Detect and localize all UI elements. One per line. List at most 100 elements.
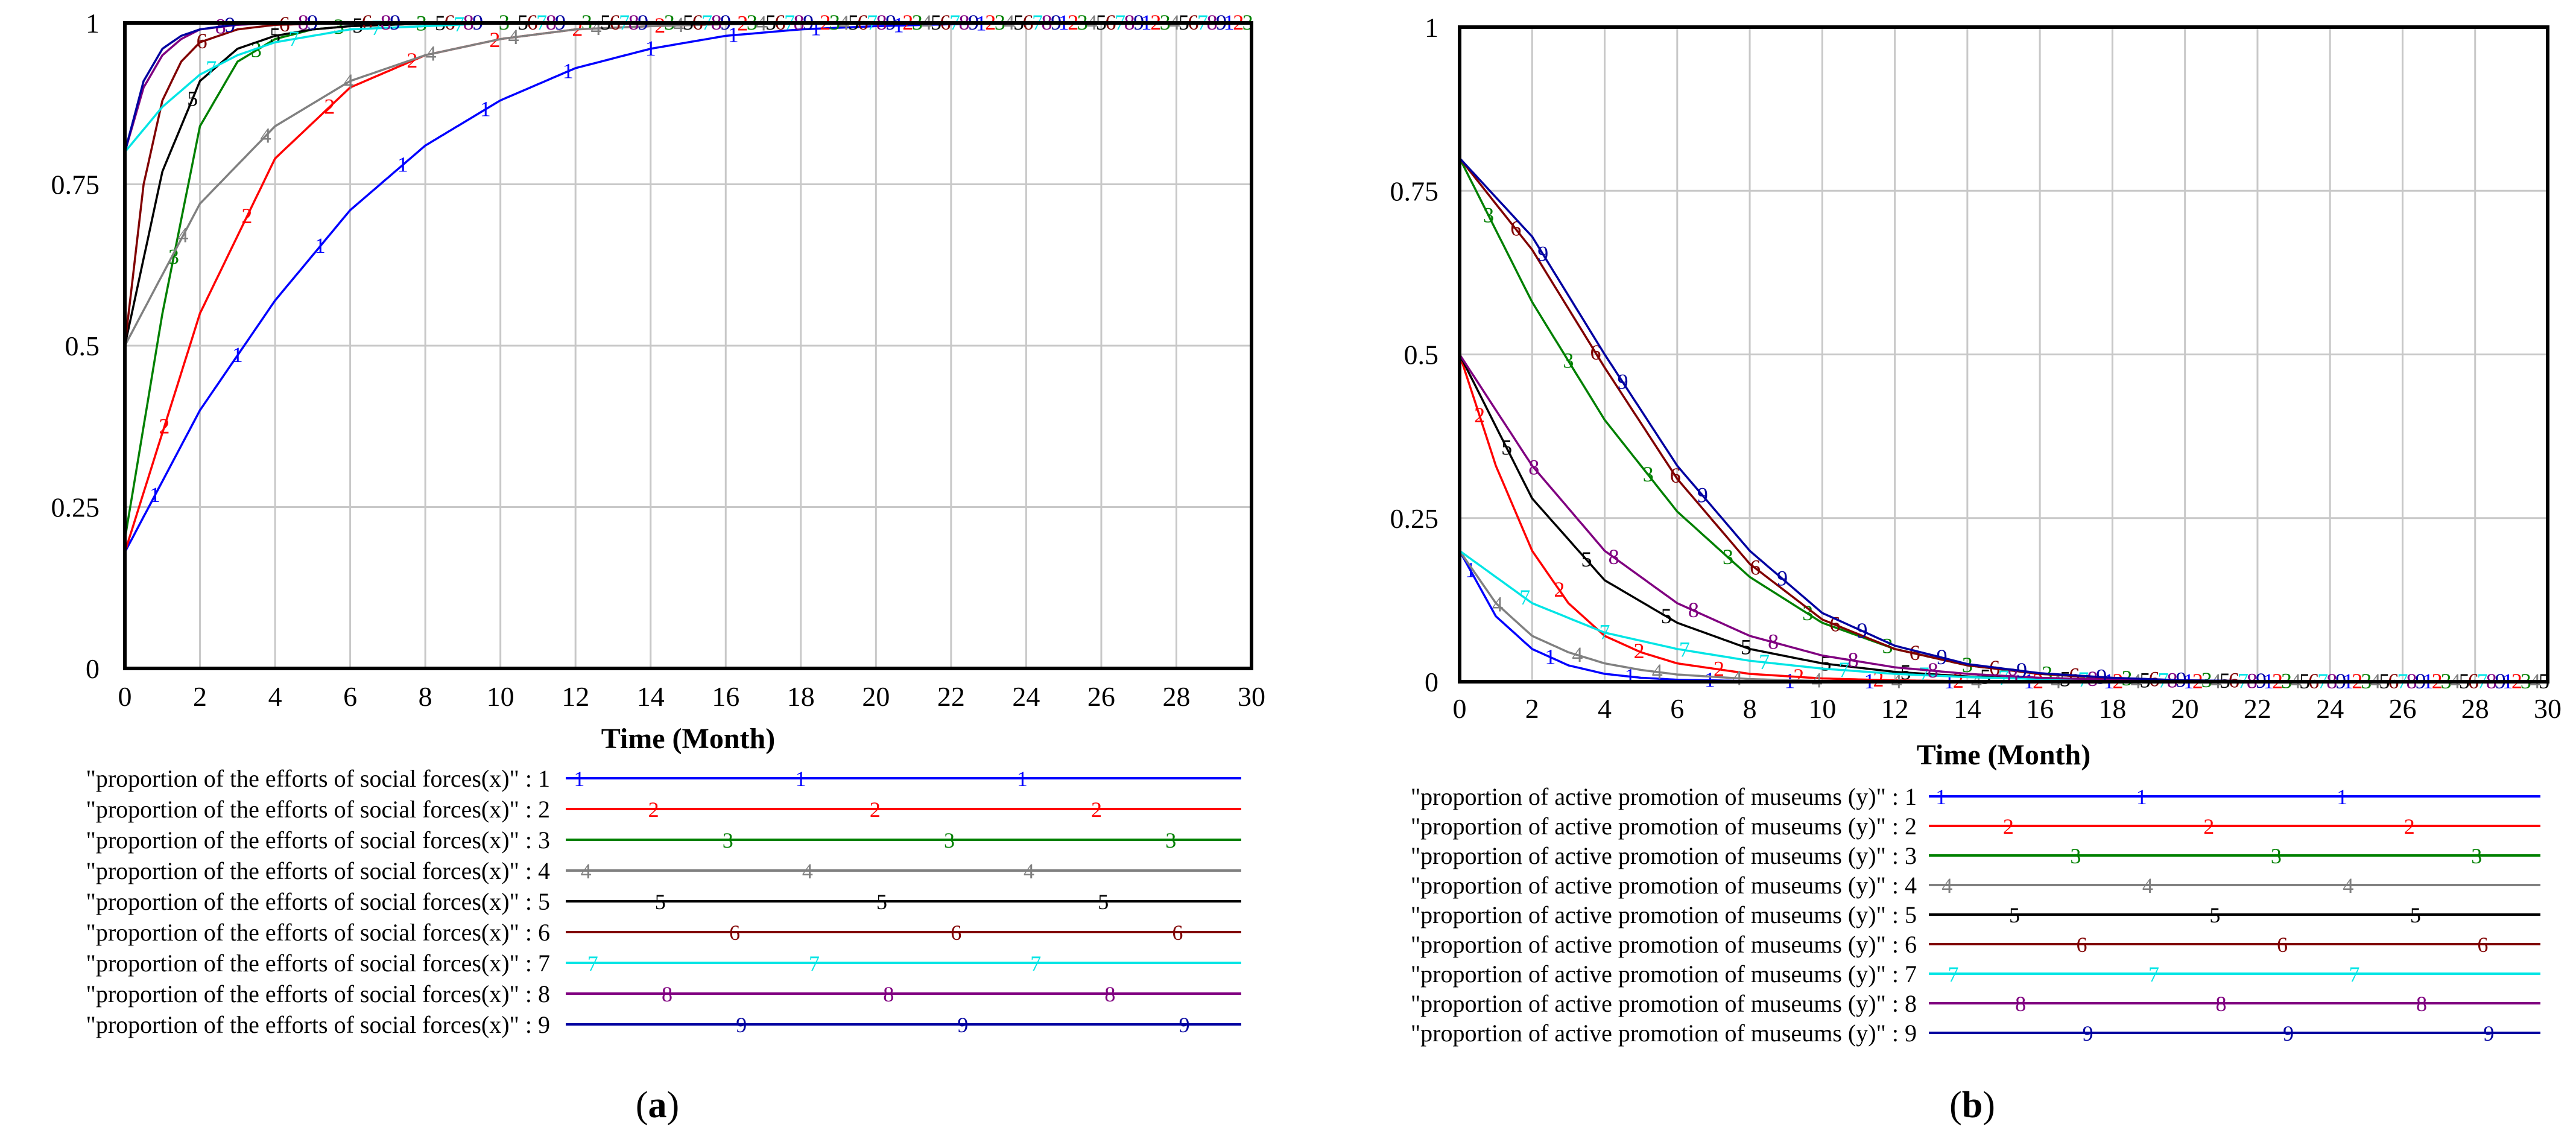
panel-b-paren-close: ) bbox=[1983, 1085, 1995, 1126]
series-marker-label-a-4: 4 bbox=[261, 123, 271, 147]
series-marker-label-b-9: 9 bbox=[2016, 658, 2027, 682]
x-tick-label-b: 20 bbox=[2171, 693, 2199, 724]
series-marker-label-b-9: 9 bbox=[1937, 645, 1948, 669]
series-marker-label-b-5: 5 bbox=[1661, 604, 1672, 628]
x-tick-label-b: 16 bbox=[2026, 693, 2054, 724]
series-marker-label-b-9: 9 bbox=[1777, 566, 1788, 590]
series-marker-label-a-1: 1 bbox=[150, 483, 160, 507]
panel-a-paren-open: ( bbox=[636, 1085, 648, 1126]
series-marker-label-b-2: 2 bbox=[1554, 577, 1565, 601]
x-tick-label-b: 10 bbox=[1808, 693, 1836, 724]
legend-marker-b-5: 5 bbox=[2410, 903, 2421, 927]
y-tick-label-a: 1 bbox=[86, 8, 100, 39]
series-marker-label-b-5: 5 bbox=[1501, 436, 1512, 460]
series-marker-label-b-9: 9 bbox=[2176, 668, 2187, 692]
series-marker-label-b-6: 6 bbox=[1670, 463, 1681, 487]
series-marker-label-a-1: 1 bbox=[563, 59, 574, 83]
series-marker-label-a-1: 1 bbox=[645, 36, 656, 60]
legend-marker-b-2: 2 bbox=[2203, 814, 2214, 839]
legend-marker-a-8: 8 bbox=[662, 982, 672, 1006]
legend-marker-a-4: 4 bbox=[581, 859, 592, 883]
legend-marker-b-8: 8 bbox=[2416, 992, 2427, 1016]
legend-entry-text-a-7: "proportion of the efforts of social for… bbox=[86, 950, 550, 977]
series-marker-label-b-3: 3 bbox=[1483, 203, 1494, 227]
legend-marker-b-7: 7 bbox=[1948, 962, 1959, 986]
legend-entry-text-b-2: "proportion of active promotion of museu… bbox=[1411, 813, 1917, 840]
x-tick-label-a: 0 bbox=[118, 681, 132, 712]
legend-marker-b-4: 4 bbox=[2142, 874, 2153, 898]
series-marker-label-b-2: 2 bbox=[1714, 657, 1724, 681]
series-marker-label-b-3: 3 bbox=[1643, 462, 1654, 486]
legend-marker-a-6: 6 bbox=[1172, 921, 1183, 945]
legend-marker-a-4: 4 bbox=[1024, 859, 1034, 883]
legend-marker-b-5: 5 bbox=[2009, 903, 2020, 927]
series-marker-label-a-1: 1 bbox=[232, 343, 243, 367]
x-tick-label-b: 22 bbox=[2244, 693, 2271, 724]
legend-marker-a-1: 1 bbox=[574, 767, 584, 791]
series-marker-label-b-8: 8 bbox=[1609, 545, 1619, 569]
x-tick-label-a: 8 bbox=[419, 681, 432, 712]
legend-marker-a-5: 5 bbox=[655, 890, 666, 914]
series-marker-label-b-9: 9 bbox=[1856, 618, 1867, 642]
legend-marker-a-3: 3 bbox=[1165, 828, 1176, 852]
series-marker-label-a-1: 1 bbox=[315, 233, 326, 258]
legend-marker-b-6: 6 bbox=[2477, 933, 2488, 957]
panel-b-letter: b bbox=[1962, 1085, 1983, 1126]
x-tick-label-a: 14 bbox=[637, 681, 665, 712]
legend-marker-b-2: 2 bbox=[2003, 814, 2014, 839]
legend-marker-a-9: 9 bbox=[736, 1013, 747, 1037]
x-tick-label-b: 24 bbox=[2316, 693, 2344, 724]
series-marker-label-b-7: 7 bbox=[1600, 620, 1610, 644]
legend-marker-a-8: 8 bbox=[1104, 982, 1115, 1006]
series-marker-label-b-9: 9 bbox=[1537, 241, 1548, 265]
x-tick-label-a: 22 bbox=[937, 681, 965, 712]
legend-marker-a-7: 7 bbox=[1030, 951, 1041, 976]
legend-marker-a-2: 2 bbox=[648, 798, 659, 822]
x-tick-label-b: 18 bbox=[2098, 693, 2126, 724]
legend-marker-b-1: 1 bbox=[1935, 785, 1946, 809]
legend-marker-b-6: 6 bbox=[2077, 933, 2087, 957]
legend-entry-text-a-9: "proportion of the efforts of social for… bbox=[86, 1011, 550, 1038]
series-marker-label-b-4: 4 bbox=[1492, 592, 1503, 617]
legend-marker-a-3: 3 bbox=[723, 828, 733, 852]
x-axis-label-a: Time (Month) bbox=[601, 723, 775, 755]
legend-marker-a-5: 5 bbox=[1098, 890, 1109, 914]
series-marker-label-b-2: 2 bbox=[1634, 639, 1645, 663]
series-marker-label-b-4: 4 bbox=[1572, 642, 1583, 667]
y-tick-label-b: 0.5 bbox=[1404, 340, 1439, 370]
legend-marker-a-5: 5 bbox=[876, 890, 887, 914]
x-tick-label-b: 6 bbox=[1670, 693, 1684, 724]
legend-entry-text-a-8: "proportion of the efforts of social for… bbox=[86, 980, 550, 1007]
legend-marker-a-4: 4 bbox=[802, 859, 813, 883]
x-tick-label-b: 2 bbox=[1525, 693, 1539, 724]
y-tick-label-b: 0 bbox=[1425, 667, 1438, 697]
legend-marker-b-7: 7 bbox=[2349, 962, 2359, 986]
series-marker-label-b-4: 4 bbox=[1652, 659, 1663, 684]
legend-entry-text-b-7: "proportion of active promotion of museu… bbox=[1411, 960, 1917, 988]
legend-marker-b-9: 9 bbox=[2484, 1021, 2495, 1045]
y-tick-label-b: 0.25 bbox=[1390, 503, 1439, 534]
x-tick-label-b: 4 bbox=[1598, 693, 1612, 724]
x-tick-label-b: 12 bbox=[1881, 693, 1909, 724]
legend-marker-a-6: 6 bbox=[951, 921, 961, 945]
y-tick-label-b: 0.75 bbox=[1390, 176, 1439, 206]
panel-a-label: (a) bbox=[636, 1085, 679, 1126]
legend-marker-a-9: 9 bbox=[957, 1013, 968, 1037]
panel-a-letter: a bbox=[648, 1085, 667, 1126]
x-tick-label-a: 6 bbox=[343, 681, 357, 712]
series-marker-label-b-8: 8 bbox=[1768, 630, 1779, 654]
series-marker-label-a-1: 1 bbox=[728, 22, 739, 46]
legend-marker-b-8: 8 bbox=[2216, 992, 2227, 1016]
legend-marker-b-3: 3 bbox=[2471, 844, 2482, 868]
series-marker-label-b-4: 4 bbox=[1732, 665, 1742, 690]
x-tick-label-a: 24 bbox=[1012, 681, 1040, 712]
series-marker-label-b-3: 3 bbox=[1563, 348, 1574, 372]
series-marker-label-b-5: 5 bbox=[1581, 547, 1592, 571]
series-marker-label-a-5: 5 bbox=[352, 13, 363, 37]
x-tick-label-b: 28 bbox=[2461, 693, 2489, 724]
series-marker-label-a-1: 1 bbox=[893, 13, 904, 37]
legend-marker-a-2: 2 bbox=[1091, 798, 1102, 822]
legend-marker-b-5: 5 bbox=[2209, 903, 2220, 927]
